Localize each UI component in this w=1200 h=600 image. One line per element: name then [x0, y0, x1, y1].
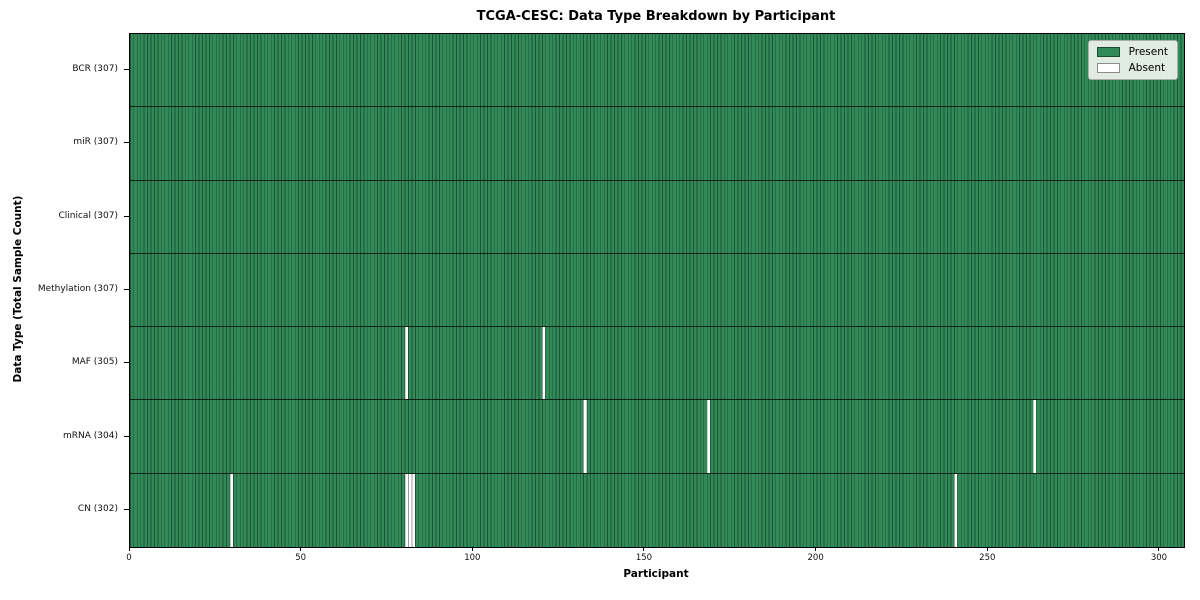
absent-bar: [404, 473, 409, 547]
y-tick: [124, 362, 129, 364]
legend-swatch: [1096, 62, 1120, 73]
absent-bar: [229, 473, 233, 547]
x-axis: 0 50 100 150 200 250 300: [126, 547, 1183, 587]
y-tick: [124, 69, 129, 71]
x-tick: [300, 547, 302, 551]
x-tick-label: 250: [979, 553, 996, 563]
x-axis-title: Participant: [623, 568, 689, 580]
absent-bar: [1032, 400, 1037, 473]
x-tick-label: 0: [126, 553, 132, 563]
heatmap-row: [130, 327, 1184, 401]
heatmap-row: [130, 253, 1184, 328]
x-tick: [128, 547, 130, 551]
y-tick: [124, 508, 129, 510]
x-tick: [643, 547, 645, 551]
x-tick-label: 300: [1150, 553, 1168, 563]
legend: Present Absent: [1087, 40, 1178, 80]
absent-bar: [583, 400, 587, 473]
x-tick-label: 200: [807, 553, 824, 563]
heatmap-row: [130, 107, 1184, 181]
y-axis-title: Data Type (Total Sample Count): [12, 195, 24, 383]
y-tick: [124, 215, 129, 217]
legend-label: Absent: [1128, 61, 1166, 74]
x-tick-label: 50: [295, 553, 307, 563]
y-axis: BCR (307) miR (307) Clinical (307) Methylat…: [0, 33, 129, 546]
absent-bar: [411, 473, 415, 547]
legend-item: Absent: [1096, 61, 1168, 74]
y-tick-label: miR (307): [73, 137, 118, 148]
x-tick-label: 100: [464, 553, 481, 563]
y-tick-label: CN (302): [77, 503, 118, 514]
y-tick-label: Clinical (307): [58, 210, 118, 221]
y-tick-label: Methylation (307): [37, 284, 118, 294]
x-tick: [986, 547, 988, 551]
y-tick: [124, 142, 129, 144]
legend-swatch: [1096, 47, 1120, 58]
x-tick: [1158, 547, 1160, 551]
heatmap-row: [130, 180, 1184, 254]
x-tick-label: 150: [635, 553, 653, 563]
plot-area: Present Absent: [129, 33, 1185, 548]
heatmap-row: [130, 473, 1184, 547]
legend-item: Present: [1096, 46, 1168, 58]
legend-label: Present: [1128, 46, 1168, 58]
y-tick: [124, 435, 129, 437]
x-tick: [471, 547, 473, 551]
y-tick: [124, 289, 129, 290]
chart-title: TCGA-CESC: Data Type Breakdown by Partic…: [476, 9, 836, 24]
y-tick-label: MAF (305): [71, 357, 118, 368]
heatmap-row: [130, 34, 1184, 108]
absent-bar: [953, 473, 958, 547]
heatmap-row: [130, 400, 1184, 474]
absent-bar: [541, 327, 546, 400]
absent-bar: [706, 400, 711, 473]
absent-bar: [404, 327, 409, 400]
absent-bar: [408, 473, 412, 547]
y-tick-label: mRNA (304): [63, 430, 118, 441]
y-tick-label: BCR (307): [72, 64, 118, 75]
x-tick: [815, 547, 817, 551]
